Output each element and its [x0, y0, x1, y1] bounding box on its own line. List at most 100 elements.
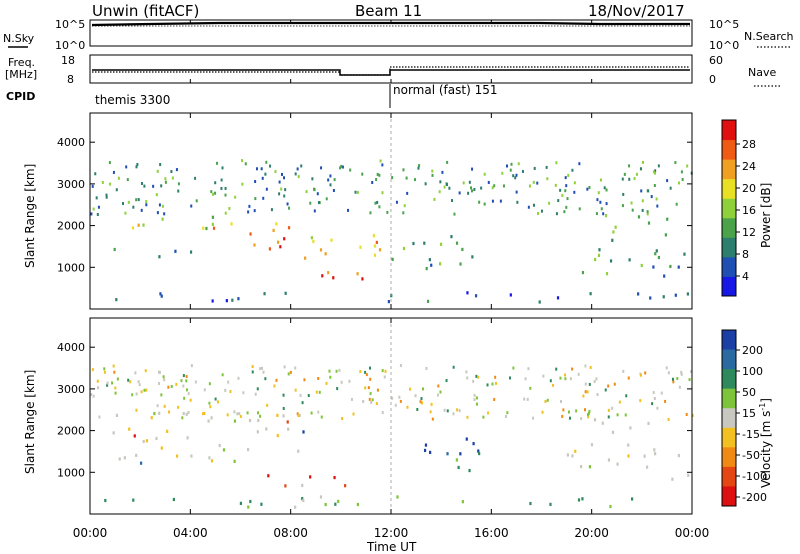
- data-cell: [208, 382, 211, 386]
- data-cell: [347, 208, 350, 212]
- data-cell: [368, 366, 371, 370]
- data-cell: [443, 185, 446, 189]
- data-cell: [158, 203, 161, 207]
- data-cell: [580, 417, 583, 421]
- data-cell: [313, 209, 316, 213]
- data-cell: [248, 418, 252, 423]
- data-cell: [637, 215, 641, 219]
- data-cell: [569, 377, 572, 381]
- data-cell: [559, 376, 562, 380]
- colorbar-tick-label: 15: [742, 407, 756, 420]
- data-cell: [412, 241, 415, 246]
- data-cell: [533, 166, 536, 170]
- colorbar-swatch: [722, 388, 736, 409]
- sky-left-label: N.Sky: [3, 32, 35, 45]
- data-cell: [453, 212, 456, 216]
- data-cell: [516, 200, 519, 204]
- data-cell: [369, 377, 372, 381]
- data-cell: [593, 418, 597, 422]
- freq-ytick-bottom: 8: [67, 73, 74, 86]
- data-cell: [372, 234, 376, 238]
- data-cell: [555, 212, 558, 216]
- data-cell: [666, 217, 669, 221]
- data-cell: [653, 448, 656, 452]
- data-cell: [249, 232, 252, 236]
- data-cell: [237, 297, 240, 301]
- data-cell: [486, 383, 489, 387]
- data-cell: [131, 393, 134, 397]
- data-cell: [527, 205, 530, 209]
- sky-ytick-top: 10^5: [55, 18, 85, 31]
- colorbar-tick-label: 4: [742, 270, 749, 283]
- data-cell: [473, 187, 476, 191]
- data-cell: [356, 190, 359, 194]
- data-cell: [590, 443, 594, 447]
- data-cell: [494, 381, 497, 385]
- colorbar-tick-label: -200: [742, 491, 767, 504]
- data-cell: [383, 375, 386, 379]
- data-cell: [253, 243, 256, 247]
- data-cell: [562, 408, 565, 412]
- data-cell: [437, 384, 440, 388]
- data-cell: [540, 209, 543, 213]
- data-cell: [163, 378, 166, 382]
- data-cell: [126, 178, 129, 182]
- data-cell: [185, 412, 188, 416]
- data-cell: [640, 189, 643, 193]
- data-cell: [283, 194, 286, 198]
- data-cell: [515, 173, 518, 177]
- data-cell: [593, 380, 596, 384]
- data-cell: [584, 390, 587, 394]
- data-cell: [163, 212, 166, 216]
- data-cell: [542, 374, 545, 378]
- data-cell: [559, 188, 562, 192]
- y-tick-label: 2000: [57, 220, 85, 233]
- velocity-colorbar-label: Velocity [m s-1]: [758, 398, 773, 488]
- data-cell: [577, 498, 581, 502]
- data-cell: [275, 222, 278, 226]
- data-cell: [680, 370, 683, 374]
- data-cell: [402, 211, 405, 215]
- data-cell: [472, 379, 475, 383]
- data-cell: [114, 391, 117, 395]
- data-cell: [405, 176, 408, 180]
- data-cell: [350, 397, 353, 401]
- data-cell: [214, 397, 217, 401]
- data-cell: [374, 201, 377, 205]
- data-cell: [96, 379, 99, 383]
- data-cell: [391, 257, 394, 261]
- data-cell: [451, 199, 454, 203]
- x-tick-label: 00:00: [73, 526, 108, 540]
- data-cell: [101, 180, 104, 184]
- data-cell: [94, 172, 97, 176]
- data-cell: [665, 366, 668, 370]
- data-cell: [309, 475, 312, 479]
- colorbar-tick-label: 12: [742, 226, 756, 239]
- data-cell: [208, 456, 211, 460]
- colorbar-frame: [721, 119, 737, 297]
- data-cell: [461, 247, 464, 252]
- data-cell: [294, 172, 297, 176]
- data-cell: [131, 226, 135, 230]
- y-tick-label: 2000: [57, 425, 85, 438]
- data-cell: [521, 169, 524, 173]
- data-cell: [600, 207, 603, 211]
- data-cell: [309, 201, 312, 205]
- data-cell: [156, 404, 159, 408]
- data-cell: [313, 188, 316, 192]
- data-cell: [628, 177, 631, 181]
- data-cell: [515, 190, 518, 194]
- data-cell: [260, 502, 263, 506]
- data-cell: [187, 392, 190, 396]
- data-cell: [446, 452, 449, 456]
- data-cell: [607, 384, 610, 388]
- data-cell: [361, 172, 364, 176]
- data-cell: [430, 263, 433, 267]
- data-cell: [325, 197, 328, 201]
- data-cell: [384, 369, 387, 373]
- sky-line: [91, 21, 690, 27]
- colorbar-tick-label: 200: [742, 344, 763, 357]
- data-cell: [142, 223, 145, 227]
- data-cell: [256, 387, 259, 391]
- data-cell: [109, 182, 112, 186]
